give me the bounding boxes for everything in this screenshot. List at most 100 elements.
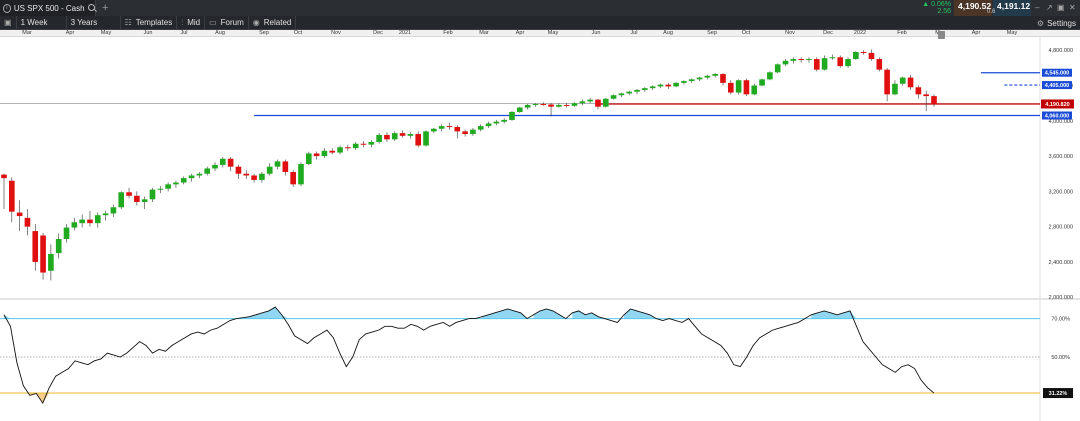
info-icon[interactable]: i — [3, 3, 11, 13]
buy-price-button[interactable]: 4,191.12 — [993, 0, 1031, 16]
spread-value: 0.6 — [987, 9, 996, 15]
candle-body — [79, 219, 85, 224]
candle-body — [571, 103, 578, 106]
minimize-icon[interactable]: – — [1035, 3, 1040, 12]
candle-body — [102, 213, 109, 216]
related-button[interactable]: ◉ Related — [249, 15, 297, 30]
range-selector[interactable]: 3 Years — [67, 15, 121, 30]
candle-body — [376, 134, 382, 142]
candle-body — [563, 104, 570, 106]
level-tag — [1042, 111, 1072, 120]
sell-price-button[interactable]: 4,190.52 — [954, 0, 992, 16]
instrument-tab[interactable]: i US SPX 500 - Cash — [0, 0, 96, 16]
candle-body — [743, 80, 750, 95]
candle-body — [462, 131, 468, 135]
close-icon[interactable]: ✕ — [1069, 3, 1076, 12]
candle-body — [759, 79, 765, 86]
candle-body — [884, 69, 890, 95]
templates-icon: ☷ — [124, 18, 132, 27]
candle-body — [720, 74, 726, 83]
price-tick-label: 4,800.000 — [1049, 48, 1073, 54]
candle-body — [767, 72, 773, 80]
candle-body — [204, 168, 211, 174]
candle-body — [813, 59, 820, 70]
settings-button[interactable]: ⚙ Settings — [1037, 16, 1076, 30]
candle-body — [516, 107, 523, 112]
rsi-current-label: 31.22% — [1049, 391, 1068, 397]
month-label: Apr — [515, 30, 525, 36]
candle-body — [634, 89, 640, 92]
candle-body — [431, 128, 437, 132]
candle-body — [180, 178, 187, 183]
candle-body — [931, 96, 937, 104]
candle-body — [16, 212, 23, 217]
candle-body — [915, 87, 922, 95]
candle-body — [657, 84, 664, 87]
candle-body — [63, 227, 70, 240]
candle-body — [923, 94, 929, 97]
search-icon[interactable] — [87, 3, 95, 13]
month-label: Dec — [823, 30, 833, 36]
candle-body — [876, 59, 883, 70]
month-label: Aug — [663, 30, 673, 36]
candle-body — [87, 219, 93, 224]
month-label: Jul — [630, 30, 638, 36]
candle-body — [860, 51, 867, 53]
interval-selector[interactable]: 1 Week — [17, 15, 67, 30]
related-label: Related — [263, 18, 292, 27]
instrument-title: US SPX 500 - Cash — [13, 3, 85, 13]
forum-button[interactable]: ▭ Forum — [205, 15, 249, 30]
month-label: Mar — [22, 30, 32, 36]
candle-body — [384, 134, 390, 140]
candle-body — [368, 141, 375, 145]
candle-body — [548, 104, 554, 107]
candle-body — [251, 175, 257, 180]
candle-body — [227, 158, 234, 167]
candle-body — [610, 95, 617, 99]
price-tick-label: 2,800.000 — [1049, 225, 1073, 231]
candle-body — [696, 77, 703, 80]
maximize-icon[interactable]: ▣ — [1057, 3, 1065, 12]
candle-body — [704, 75, 711, 78]
price-type-button[interactable]: ⫶ Mid — [177, 15, 206, 30]
popout-icon[interactable]: ↗ — [1046, 3, 1053, 12]
candle-body — [642, 88, 648, 90]
month-label: Nov — [785, 30, 795, 36]
candle-body — [290, 171, 296, 185]
candle-body — [907, 77, 914, 88]
candle-body — [681, 81, 687, 83]
month-label: Oct — [741, 30, 751, 36]
level-tag-label: 4,405.000 — [1045, 83, 1069, 89]
month-label: 2021 — [398, 30, 412, 36]
candle-body — [235, 166, 242, 174]
candle-body — [509, 111, 515, 120]
layout-button[interactable]: ▣ — [0, 15, 17, 30]
scroll-marker-icon[interactable] — [938, 31, 945, 39]
candle-body — [587, 99, 593, 102]
candle-body — [602, 98, 609, 107]
candle-body — [266, 166, 273, 174]
candle-body — [134, 195, 140, 202]
candle-body — [165, 184, 171, 189]
price-chart[interactable]: 2,000.000 2,400.000 2,800.000 3,200.000 3,60… — [0, 37, 1080, 421]
candle-body — [1, 174, 7, 179]
candle-body — [321, 150, 328, 157]
candle-body — [493, 121, 500, 124]
month-label: Nov — [331, 30, 341, 36]
eye-icon: ◉ — [252, 18, 260, 27]
templates-button[interactable]: ☷ Templates — [121, 15, 178, 30]
candle-body — [501, 119, 507, 122]
level-tag-label: 4,060.000 — [1045, 114, 1069, 120]
change-absolute: 2.56 — [937, 8, 951, 15]
add-tab-button[interactable]: + — [102, 2, 109, 14]
settings-label: Settings — [1047, 18, 1076, 28]
candle-body — [798, 59, 804, 61]
price-tick-label: 3,200.000 — [1049, 189, 1073, 195]
candle-body — [32, 231, 39, 262]
candle-body — [423, 131, 429, 146]
layout-icon: ▣ — [4, 18, 12, 27]
candle-body — [345, 147, 351, 149]
candle-body — [243, 173, 250, 176]
candle-body — [712, 74, 718, 76]
rsi-current-tag — [1043, 388, 1073, 399]
